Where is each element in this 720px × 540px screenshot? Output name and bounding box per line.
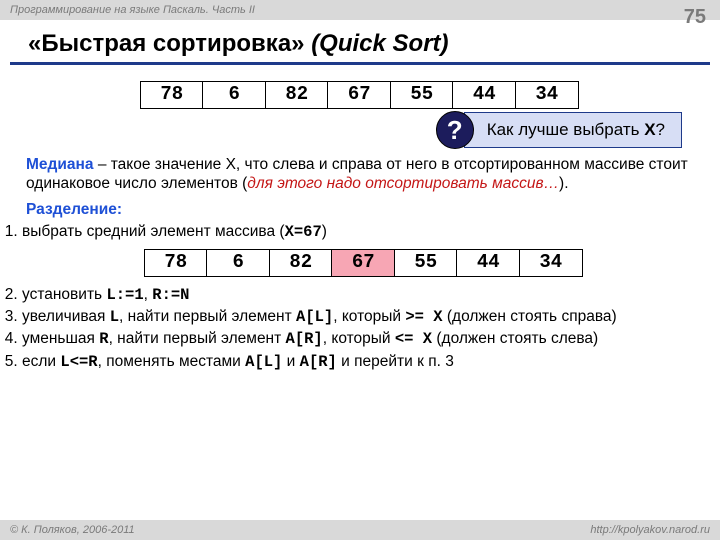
array-2: 78 6 82 67 55 44 34 [145, 249, 583, 277]
cell: 55 [390, 81, 454, 109]
copyright: © К. Поляков, 2006-2011 [10, 524, 135, 536]
cell: 44 [452, 81, 516, 109]
cell: 67 [327, 81, 391, 109]
mediana-t2: ). [559, 175, 568, 192]
callout: ? Как лучше выбрать X?Как лучше выбрать … [436, 111, 682, 149]
cell: 78 [144, 249, 208, 277]
callout-wrap: ? Как лучше выбрать X?Как лучше выбрать … [0, 111, 720, 151]
step-2: установить L:=1, R:=N [22, 284, 720, 306]
cell: 6 [202, 81, 266, 109]
cell-highlight: 67 [331, 249, 395, 277]
footer-url: http://kpolyakov.narod.ru [590, 524, 710, 536]
cell: 82 [269, 249, 333, 277]
array-1: 78 6 82 67 55 44 34 [141, 81, 579, 109]
step-5: если L<=R, поменять местами A[L] и A[R] … [22, 351, 720, 373]
mediana-label: Медиана [26, 156, 94, 173]
cell: 6 [206, 249, 270, 277]
mediana-italic: для этого надо отсортировать массив… [247, 175, 559, 192]
razdelenie-label: Разделение: [0, 200, 720, 219]
title-paren: (Quick Sort) [311, 30, 448, 57]
step-3: увеличивая L, найти первый элемент A[L],… [22, 306, 720, 328]
cell: 78 [140, 81, 204, 109]
header-bar: Программирование на языке Паскаль. Часть… [0, 0, 720, 20]
callout-text: Как лучше выбрать X?Как лучше выбрать X? [487, 120, 665, 139]
question-icon: ? [436, 111, 474, 149]
step-1: выбрать средний элемент массива (X=67) 7… [22, 221, 720, 283]
cell: 82 [265, 81, 329, 109]
mediana-paragraph: Медиана – такое значение X, что слева и … [0, 151, 720, 196]
header-text: Программирование на языке Паскаль. Часть… [10, 4, 255, 16]
step-4: уменьшая R, найти первый элемент A[R], к… [22, 328, 720, 350]
footer-bar: © К. Поляков, 2006-2011 http://kpolyakov… [0, 520, 720, 540]
title-main: «Быстрая сортировка» [28, 30, 305, 57]
cell: 44 [456, 249, 520, 277]
cell: 34 [515, 81, 579, 109]
cell: 34 [519, 249, 583, 277]
cell: 55 [394, 249, 458, 277]
content-area: 78 6 82 67 55 44 34 ? Как лучше выбрать … [0, 65, 720, 373]
callout-box: Как лучше выбрать X?Как лучше выбрать X? [464, 112, 682, 147]
steps-list: выбрать средний элемент массива (X=67) 7… [0, 221, 720, 373]
page-number: 75 [684, 6, 706, 29]
slide-title: «Быстрая сортировка» (Quick Sort) [10, 20, 710, 65]
